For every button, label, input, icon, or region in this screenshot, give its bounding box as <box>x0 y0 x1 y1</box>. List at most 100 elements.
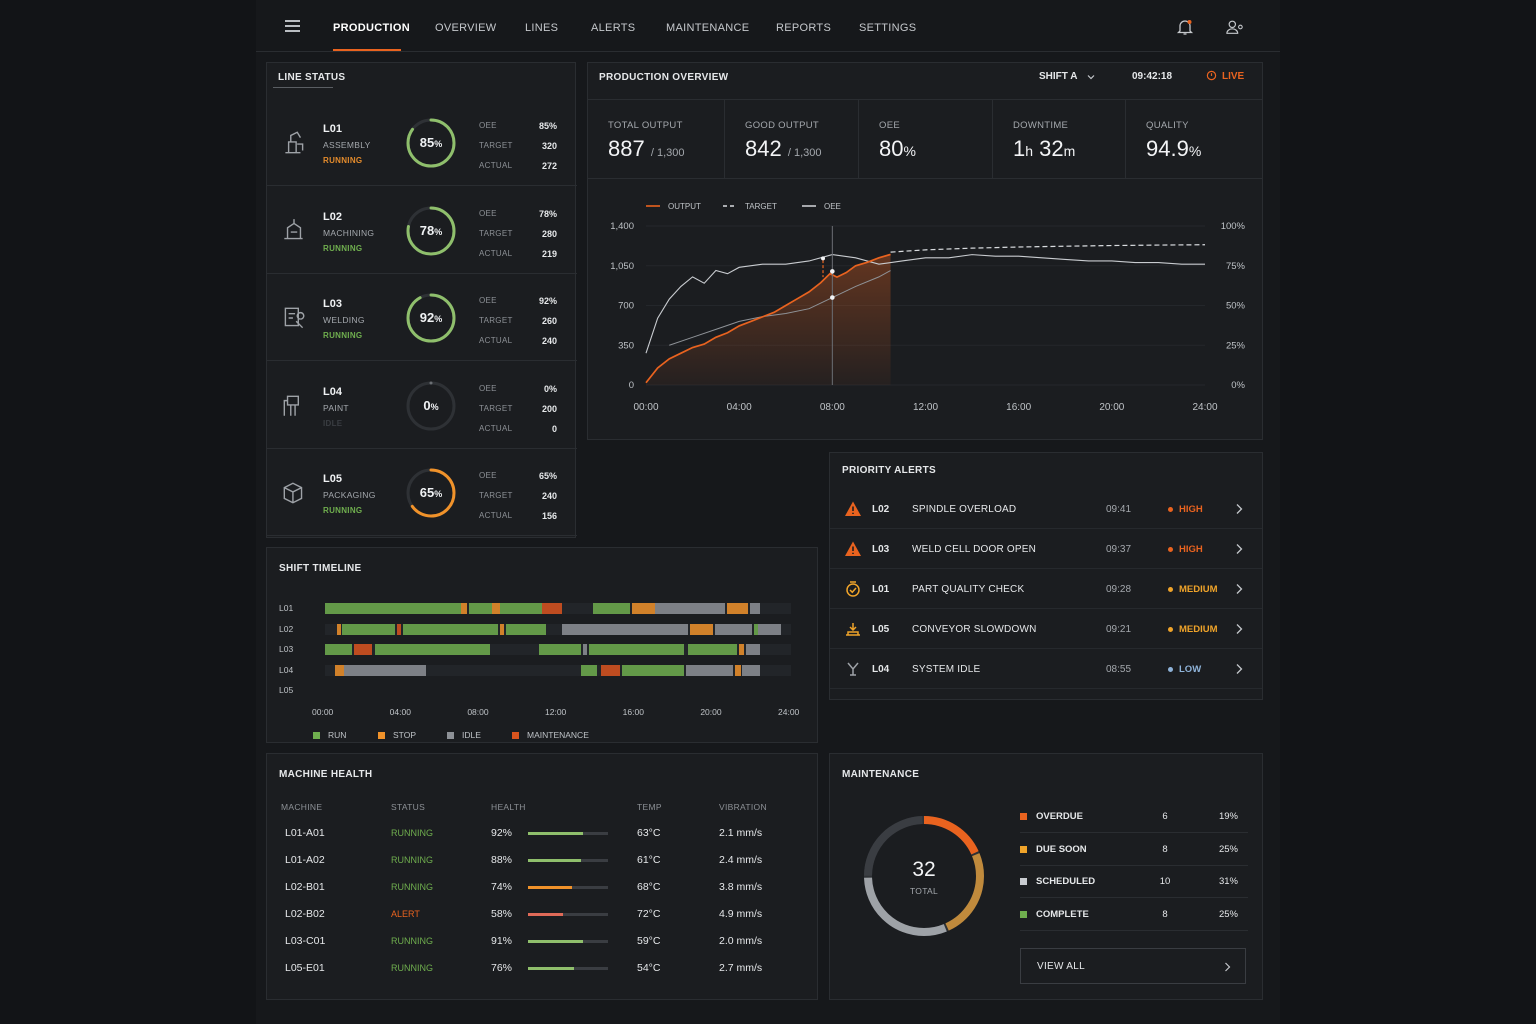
oee-number: 92 <box>419 310 435 325</box>
machine-vibration: 2.4 mm/s <box>719 854 763 866</box>
line-card[interactable]: L05 PACKAGING RUNNING 65% OEE TARGET ACTUAL 65%… <box>267 449 577 536</box>
machine-id[interactable]: L02-B01 <box>285 881 325 893</box>
maintenance-total: 32 <box>912 858 936 881</box>
target-value: 280 <box>541 228 557 239</box>
maintenance-row[interactable]: OVERDUE 6 19% <box>1020 801 1248 833</box>
chevron-right-icon[interactable] <box>1235 583 1243 595</box>
view-all-button[interactable]: VIEW ALL <box>1020 948 1246 984</box>
production-chart: OUTPUT TARGET OEE 1,400 100% 1,050 75% 700 50% 35… <box>610 202 1245 413</box>
timeline-legend-item: IDLE <box>447 730 481 740</box>
chevron-right-icon[interactable] <box>1235 663 1243 675</box>
assembly-icon <box>285 131 304 154</box>
machine-id[interactable]: L02-B02 <box>285 908 325 920</box>
maintenance-row[interactable]: COMPLETE 8 25% <box>1020 899 1248 931</box>
chevron-right-icon[interactable] <box>1235 503 1243 515</box>
col-health: HEALTH <box>491 802 526 812</box>
idle-icon <box>847 662 859 676</box>
oee-number: 78 <box>538 208 549 219</box>
line-card[interactable]: L04 PAINT IDLE 0% OEE TARGET ACTUAL 0% 200 0 <box>267 362 577 449</box>
tab-lines[interactable]: LINES <box>525 22 559 34</box>
alert-row[interactable]: L03 WELD CELL DOOR OPEN 09:37 HIGH <box>830 529 1262 569</box>
line-card[interactable]: L02 MACHINING RUNNING 78% OEE TARGET ACTUAL 78%… <box>267 187 577 274</box>
timeline-segment <box>402 623 498 635</box>
timeline-segment <box>757 623 782 635</box>
alert-row[interactable]: L04 SYSTEM IDLE 08:55 LOW <box>830 649 1262 689</box>
timeline-segment <box>468 603 492 614</box>
tab-reports[interactable]: REPORTS <box>776 22 832 34</box>
target-label: TARGET <box>479 228 513 238</box>
timeline-tick: 20:00 <box>700 707 722 717</box>
timeline-segment <box>589 644 685 655</box>
chevron-right-icon[interactable] <box>1235 543 1243 555</box>
timeline-tick: 24:00 <box>778 707 800 717</box>
tab-production[interactable]: PRODUCTION <box>333 22 410 34</box>
legend-label: IDLE <box>462 730 481 740</box>
machine-vibration: 3.8 mm/s <box>719 881 763 893</box>
menu-icon[interactable] <box>285 20 300 32</box>
chevron-right-icon[interactable] <box>1235 623 1243 635</box>
kpi-label: TOTAL OUTPUT <box>608 120 683 131</box>
x-tick-label: 00:00 <box>633 402 658 413</box>
top-nav: PRODUCTION OVERVIEW LINES ALERTS MAINTEN… <box>256 0 1280 52</box>
dashboard: PRODUCTION OVERVIEW LINES ALERTS MAINTEN… <box>256 0 1280 1024</box>
chevron-down-icon[interactable] <box>1087 73 1095 81</box>
oee-value: 85% <box>539 121 557 131</box>
tab-maintenance[interactable]: MAINTENANCE <box>666 22 750 34</box>
alert-line: L04 <box>872 664 890 675</box>
alert-row[interactable]: L01 PART QUALITY CHECK 09:28 MEDIUM <box>830 569 1262 609</box>
timeline-tick: 04:00 <box>389 707 411 717</box>
machine-health-value: 92% <box>491 827 513 839</box>
tab-settings[interactable]: SETTINGS <box>859 22 917 34</box>
legend-swatch <box>1020 845 1027 853</box>
maintenance-row[interactable]: SCHEDULED 10 31% <box>1020 866 1248 898</box>
machine-id[interactable]: L03-C01 <box>285 935 326 947</box>
line-state: RUNNING <box>323 331 363 340</box>
timeline-segment <box>592 603 630 614</box>
tab-overview[interactable]: OVERVIEW <box>435 22 497 34</box>
machine-id[interactable]: L01-A01 <box>285 827 325 839</box>
timeline-segment <box>561 623 689 635</box>
oee-unit: % <box>548 208 557 219</box>
target-line <box>890 244 1206 253</box>
col-vibration: VIBRATION <box>719 802 767 812</box>
alert-row[interactable]: L02 SPINDLE OVERLOAD 09:41 HIGH <box>830 489 1262 529</box>
maintenance-row[interactable]: DUE SOON 8 25% <box>1020 834 1248 866</box>
user-settings-icon[interactable] <box>1226 18 1244 36</box>
line-card[interactable]: L01 ASSEMBLY RUNNING 85% OEE TARGET ACTUAL 85% 3… <box>267 99 577 186</box>
col-temp: TEMP <box>637 802 662 812</box>
y2-tick-label: 0% <box>1231 380 1245 391</box>
oee-gauge-value: 92% <box>405 310 457 325</box>
timeline-legend-item: RUN <box>313 730 346 740</box>
timeline-segment <box>460 603 467 614</box>
machine-id[interactable]: L05-E01 <box>285 962 325 974</box>
health-bar <box>528 886 608 889</box>
bell-icon[interactable] <box>1176 18 1194 36</box>
alert-priority: HIGH <box>1168 504 1203 515</box>
shift-selector[interactable]: SHIFT A <box>1039 71 1078 82</box>
line-card[interactable]: L03 WELDING RUNNING 92% OEE TARGET ACTUAL 92% 26… <box>267 274 577 361</box>
alert-priority: MEDIUM <box>1168 624 1218 635</box>
line-name: ASSEMBLY <box>323 140 371 150</box>
machine-id[interactable]: L01-A02 <box>285 854 325 866</box>
priority-alerts-title: PRIORITY ALERTS <box>842 465 936 476</box>
kpi-value: 887 <box>608 136 645 161</box>
alert-row[interactable]: L05 CONVEYOR SLOWDOWN 09:21 MEDIUM <box>830 609 1262 649</box>
packaging-icon <box>283 482 303 504</box>
tab-alerts[interactable]: ALERTS <box>591 22 636 34</box>
priority-label: LOW <box>1179 664 1202 675</box>
timeline-line-label: L05 <box>279 685 294 695</box>
live-badge[interactable]: LIVE <box>1222 71 1245 82</box>
timeline-segment <box>505 623 547 635</box>
kpi-sub: / 1,300 <box>650 147 685 159</box>
alert-time: 08:55 <box>1106 664 1132 675</box>
timeline-segment <box>738 644 745 655</box>
timeline-segment <box>742 664 760 676</box>
line-state: IDLE <box>323 418 343 428</box>
timeline-tick: 12:00 <box>545 707 567 717</box>
machine-status: RUNNING <box>391 963 433 973</box>
target-label: TARGET <box>479 403 513 413</box>
timeline-segment <box>746 644 760 655</box>
oee-gauge-value: 78% <box>405 223 457 238</box>
maintenance-category: DUE SOON <box>1036 843 1087 855</box>
donut-segment <box>864 816 984 936</box>
